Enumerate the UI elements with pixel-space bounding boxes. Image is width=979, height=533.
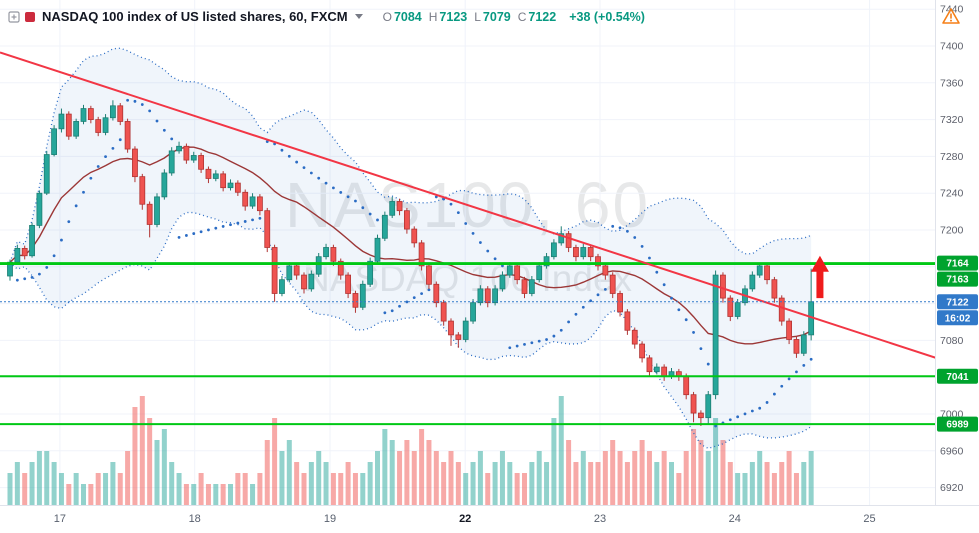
alert-warning-icon[interactable] xyxy=(941,7,961,30)
price-badge[interactable] xyxy=(937,294,978,310)
price-axis-scale[interactable]: 6920696070007080720072407280732073607400… xyxy=(936,0,979,506)
time-axis-label: 22 xyxy=(459,513,472,525)
ohlc-values: O 7084 H 7123 L 7079 C 7122 xyxy=(378,10,557,24)
price-axis-label: 7360 xyxy=(940,77,964,89)
close-value: 7122 xyxy=(528,9,557,24)
price-axis[interactable]: 6920 6960 7000 7080 7200 7240 7280 7320 7360 7400… xyxy=(936,0,979,506)
price-axis-label: 7200 xyxy=(940,225,964,237)
price-badge[interactable] xyxy=(937,368,978,384)
price-badge-label: 7122 xyxy=(946,297,969,308)
price-badge-label: 6989 xyxy=(946,420,969,431)
price-badge-label: 7164 xyxy=(946,259,969,270)
open-value: 7084 xyxy=(393,9,422,24)
price-badge-label: 16:02 xyxy=(945,313,971,324)
price-axis-label: 6920 xyxy=(940,482,964,494)
volume-bars xyxy=(7,396,814,505)
price-axis-label: 7400 xyxy=(940,41,964,53)
time-axis[interactable]: 17 18 19 22 23 24 25 xyxy=(0,506,936,533)
price-badge[interactable] xyxy=(937,416,978,432)
candles xyxy=(7,100,815,426)
time-axis-label: 25 xyxy=(863,513,876,525)
layout-grid-icon[interactable] xyxy=(8,10,20,23)
psar-dots xyxy=(15,98,813,428)
open-label: O xyxy=(382,9,392,24)
high-label: H xyxy=(428,9,438,24)
price-badge[interactable] xyxy=(937,255,978,271)
change-value: +38 (+0.54%) xyxy=(569,9,645,24)
chevron-down-icon[interactable] xyxy=(354,14,363,19)
chart-pane[interactable]: NAS100, 60 NASDAQ 100 Index NASDAQ 100 i… xyxy=(0,0,936,506)
time-axis-label: 19 xyxy=(323,513,337,525)
up-arrow-annotation[interactable] xyxy=(810,255,829,299)
descending-trendline[interactable] xyxy=(0,51,936,359)
time-axis-label: 18 xyxy=(188,513,201,525)
time-axis-label: 17 xyxy=(53,513,67,525)
chart-legend: NASDAQ 100 index of US listed shares, 60… xyxy=(8,9,645,24)
price-axis-label: 6960 xyxy=(940,445,964,457)
low-label: L xyxy=(474,9,481,24)
price-axis-label: 7280 xyxy=(940,151,964,163)
symbol-title[interactable]: NASDAQ 100 index of US listed shares, 60… xyxy=(42,9,348,24)
time-axis-label: 23 xyxy=(593,513,607,525)
close-label: C xyxy=(517,9,527,24)
axis-corner xyxy=(936,506,979,533)
price-axis-label: 7240 xyxy=(940,188,964,200)
price-badge-label: 7041 xyxy=(946,372,969,383)
low-value: 7079 xyxy=(482,9,511,24)
time-axis-label: 24 xyxy=(728,513,741,525)
price-axis-label: 7080 xyxy=(940,335,964,347)
price-badge[interactable] xyxy=(937,310,978,326)
price-badge[interactable] xyxy=(937,271,978,287)
price-badge-label: 7163 xyxy=(946,275,969,286)
high-value: 7123 xyxy=(439,9,468,24)
symbol-flag-icon[interactable] xyxy=(25,11,35,22)
bollinger-upper xyxy=(9,47,812,263)
price-axis-label: 7320 xyxy=(940,114,964,126)
price-chart-canvas[interactable] xyxy=(0,0,936,506)
bollinger-fill xyxy=(10,48,812,449)
